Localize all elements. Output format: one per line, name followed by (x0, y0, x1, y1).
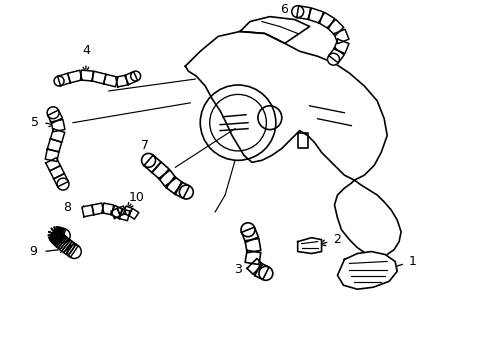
Polygon shape (118, 206, 126, 216)
Polygon shape (124, 72, 138, 85)
Polygon shape (159, 170, 176, 186)
Text: 7: 7 (141, 139, 148, 152)
Text: 1: 1 (409, 255, 417, 268)
Polygon shape (55, 235, 66, 247)
Polygon shape (58, 228, 64, 242)
Polygon shape (144, 155, 161, 172)
Polygon shape (80, 70, 93, 81)
Polygon shape (166, 177, 183, 194)
Polygon shape (54, 227, 58, 240)
Polygon shape (103, 74, 118, 87)
Polygon shape (297, 6, 311, 19)
Text: 2: 2 (334, 233, 342, 246)
Polygon shape (56, 236, 67, 248)
Circle shape (131, 71, 141, 81)
Circle shape (56, 229, 70, 243)
Polygon shape (57, 228, 62, 241)
Polygon shape (329, 48, 344, 63)
Polygon shape (335, 180, 401, 257)
Text: 3: 3 (234, 263, 242, 276)
Polygon shape (51, 233, 63, 243)
Polygon shape (50, 129, 65, 142)
Polygon shape (56, 227, 60, 241)
Polygon shape (327, 19, 343, 36)
Polygon shape (45, 149, 59, 162)
Polygon shape (242, 227, 258, 242)
Polygon shape (62, 240, 72, 253)
Polygon shape (175, 182, 190, 198)
Polygon shape (48, 110, 62, 123)
Polygon shape (51, 120, 65, 132)
Circle shape (241, 223, 255, 237)
Polygon shape (59, 229, 66, 242)
Polygon shape (247, 258, 263, 274)
Text: 10: 10 (129, 190, 145, 203)
Polygon shape (54, 174, 69, 187)
Polygon shape (49, 231, 62, 237)
Polygon shape (58, 73, 71, 86)
Circle shape (179, 185, 193, 199)
Polygon shape (60, 239, 70, 251)
Polygon shape (82, 205, 94, 217)
Polygon shape (128, 208, 139, 219)
Circle shape (327, 53, 340, 65)
Circle shape (292, 6, 304, 18)
Polygon shape (338, 252, 397, 289)
Polygon shape (308, 8, 323, 23)
Polygon shape (123, 206, 132, 216)
Polygon shape (52, 233, 63, 244)
Text: 9: 9 (29, 245, 37, 258)
Text: 4: 4 (82, 44, 90, 57)
Polygon shape (255, 263, 269, 280)
Polygon shape (245, 239, 261, 253)
Polygon shape (48, 139, 62, 152)
Polygon shape (120, 209, 130, 221)
Polygon shape (51, 228, 60, 240)
Polygon shape (50, 232, 62, 242)
Polygon shape (298, 238, 321, 253)
Circle shape (47, 107, 59, 119)
Polygon shape (92, 203, 104, 215)
Polygon shape (68, 244, 78, 257)
Polygon shape (102, 203, 114, 215)
Polygon shape (111, 208, 121, 219)
Polygon shape (245, 251, 261, 265)
Circle shape (54, 76, 64, 86)
Polygon shape (46, 158, 60, 171)
Polygon shape (152, 162, 169, 179)
Polygon shape (50, 166, 64, 179)
Polygon shape (334, 29, 349, 44)
Polygon shape (111, 206, 123, 218)
Polygon shape (318, 13, 335, 29)
Text: 8: 8 (63, 202, 71, 215)
Polygon shape (53, 234, 64, 246)
Polygon shape (68, 70, 82, 83)
Polygon shape (116, 75, 128, 87)
Circle shape (57, 178, 69, 190)
Polygon shape (334, 39, 349, 54)
Circle shape (67, 244, 81, 258)
Polygon shape (185, 31, 387, 180)
Circle shape (259, 266, 273, 280)
Polygon shape (66, 243, 76, 256)
Polygon shape (58, 238, 69, 249)
Polygon shape (49, 232, 62, 240)
Polygon shape (56, 227, 59, 241)
Text: 6: 6 (280, 3, 288, 16)
Polygon shape (56, 227, 57, 241)
Polygon shape (92, 71, 106, 84)
Circle shape (142, 153, 155, 167)
Polygon shape (64, 242, 74, 254)
Polygon shape (49, 232, 62, 238)
Polygon shape (48, 234, 62, 236)
Text: 5: 5 (31, 116, 39, 129)
Polygon shape (240, 17, 310, 43)
